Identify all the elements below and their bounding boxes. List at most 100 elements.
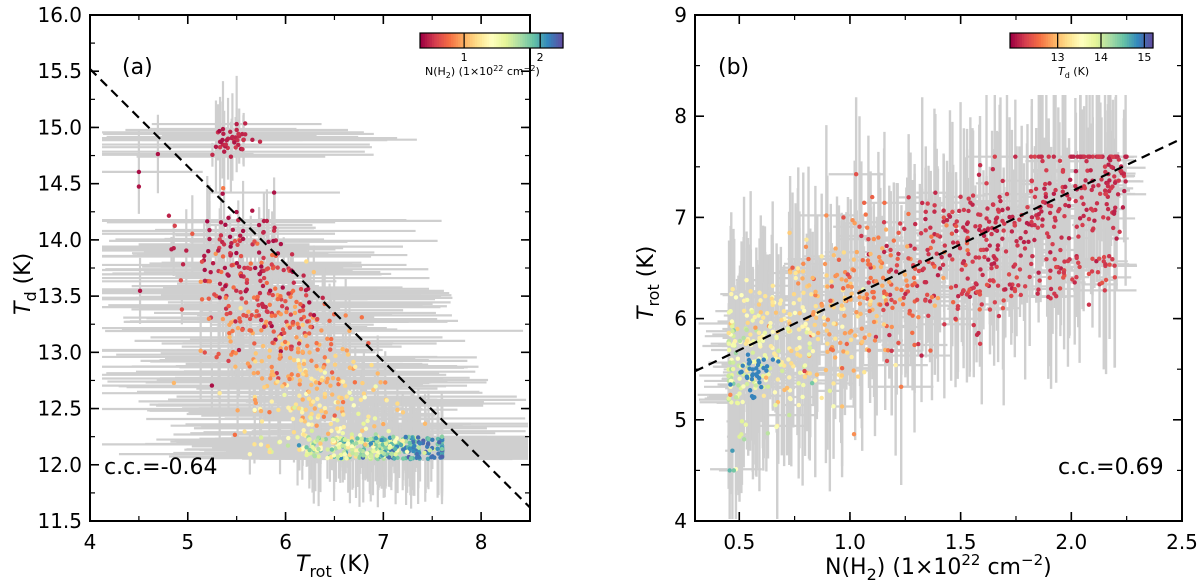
colorbar-segment <box>1093 33 1097 48</box>
data-point <box>305 343 310 349</box>
data-point <box>901 295 906 300</box>
data-point <box>978 247 984 253</box>
data-point <box>732 338 738 344</box>
data-point <box>1052 291 1057 296</box>
data-point <box>801 308 807 313</box>
data-point <box>1051 224 1057 230</box>
data-point <box>857 224 862 229</box>
data-point <box>889 348 894 353</box>
data-point <box>923 280 929 285</box>
data-point <box>216 248 221 253</box>
data-point <box>219 269 224 275</box>
data-point <box>166 213 172 218</box>
data-point <box>1022 284 1028 289</box>
data-point <box>315 438 320 443</box>
data-point <box>732 343 737 348</box>
data-point <box>288 312 294 317</box>
data-point <box>269 369 275 374</box>
data-point <box>831 321 836 326</box>
data-point <box>970 259 975 264</box>
colorbar-segment <box>1095 33 1099 48</box>
data-point <box>882 289 887 294</box>
data-point <box>750 367 755 372</box>
data-point <box>973 281 979 286</box>
data-point <box>965 248 970 253</box>
data-point <box>810 312 816 317</box>
colorbar-segment <box>546 33 550 48</box>
data-point <box>344 456 349 461</box>
data-point <box>941 215 946 220</box>
data-point <box>754 366 759 371</box>
panel-b-points <box>726 154 1129 473</box>
data-point <box>206 249 211 254</box>
data-point <box>315 347 320 352</box>
data-point <box>833 336 838 341</box>
data-point <box>1062 259 1067 264</box>
data-point <box>295 321 300 327</box>
y-tick-label: 14.0 <box>37 228 82 252</box>
data-point <box>796 402 801 408</box>
data-point <box>808 330 813 336</box>
data-point <box>768 320 773 326</box>
data-point <box>225 272 230 277</box>
data-point <box>819 254 824 259</box>
data-point <box>242 429 247 434</box>
data-point <box>306 389 312 395</box>
data-point <box>349 435 355 441</box>
data-point <box>737 376 742 381</box>
data-point <box>947 253 952 258</box>
colorbar-segment <box>443 33 447 48</box>
data-point <box>758 298 763 303</box>
data-point <box>252 442 257 447</box>
data-point <box>1106 216 1111 221</box>
data-point <box>294 299 299 305</box>
data-point <box>221 131 226 137</box>
data-point <box>776 348 781 353</box>
colorbar-segment <box>524 33 528 48</box>
data-point <box>1063 184 1068 190</box>
data-point <box>235 242 240 247</box>
data-point <box>761 357 767 362</box>
data-point <box>378 380 383 385</box>
data-point <box>1056 270 1062 275</box>
data-point <box>960 260 966 266</box>
data-point <box>1094 201 1100 206</box>
data-point <box>302 419 308 424</box>
data-point <box>976 172 982 177</box>
data-point <box>319 377 324 383</box>
colorbar-segment <box>474 33 478 48</box>
data-point <box>169 247 174 252</box>
data-point <box>316 454 321 459</box>
colorbar-segment <box>489 33 493 48</box>
data-point <box>787 230 792 236</box>
data-point <box>373 436 379 441</box>
data-point <box>839 306 844 312</box>
colorbar-segment <box>558 33 562 48</box>
data-point <box>1116 157 1122 162</box>
data-point <box>797 311 802 316</box>
data-point <box>932 303 938 308</box>
data-point <box>310 444 315 450</box>
data-point <box>325 431 331 436</box>
panel-b-tag: (b) <box>718 55 749 80</box>
data-point <box>977 227 982 233</box>
data-point <box>860 257 865 263</box>
data-point <box>309 411 314 417</box>
data-point <box>210 261 216 266</box>
data-point <box>987 307 993 312</box>
data-point <box>855 374 861 379</box>
data-point <box>379 437 384 443</box>
data-point <box>435 446 440 452</box>
data-point <box>404 449 410 454</box>
data-point <box>1061 270 1067 275</box>
colorbar-segment <box>1091 33 1095 48</box>
data-point <box>834 272 840 278</box>
colorbar-segment <box>1029 33 1033 48</box>
colorbar-segment <box>1074 33 1078 48</box>
data-point <box>412 443 417 449</box>
data-point <box>1001 298 1006 303</box>
data-point <box>220 126 226 132</box>
data-point <box>1057 206 1062 212</box>
data-point <box>793 275 798 281</box>
data-point <box>786 357 791 362</box>
